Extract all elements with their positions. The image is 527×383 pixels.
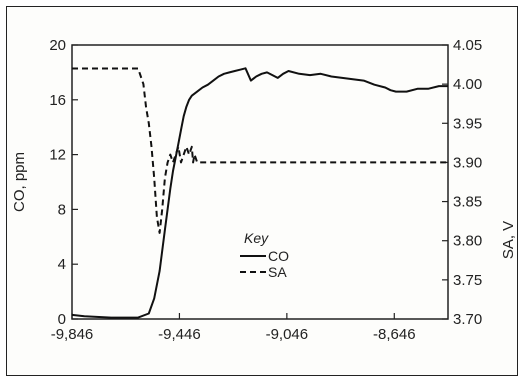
- right-y-axis: 3.70 3.75 3.80 3.85 3.90 3.95 4.00 4.05: [442, 37, 482, 328]
- right-y-tick-label: 3.90: [453, 154, 482, 171]
- right-y-tick-label: 4.05: [453, 37, 482, 54]
- series-line-sa: [72, 67, 448, 234]
- x-tick-label: -9,446: [158, 326, 201, 343]
- left-y-tick-label: 8: [58, 201, 66, 218]
- x-tick-label: -9,046: [266, 326, 309, 343]
- plot-area: [71, 44, 449, 320]
- left-y-tick-label: 20: [49, 37, 66, 54]
- left-y-tick-label: 12: [49, 147, 66, 164]
- right-y-tick-label: 3.80: [453, 233, 482, 250]
- legend-label-sa: SA: [268, 264, 287, 280]
- right-axis-title: SA, V: [500, 221, 517, 259]
- x-axis: -9,846 -9,446 -9,046 -8,646: [51, 313, 416, 343]
- left-y-tick-label: 4: [58, 256, 66, 273]
- left-y-axis: 0 4 8 12 16 20: [49, 37, 78, 328]
- right-y-tick-label: 3.70: [453, 311, 482, 328]
- left-axis-title: CO, ppm: [11, 152, 28, 212]
- left-y-tick-label: 16: [49, 92, 66, 109]
- x-tick-label: -8,646: [373, 326, 416, 343]
- chart-frame: [6, 6, 518, 376]
- legend-label-co: CO: [268, 248, 289, 264]
- right-y-tick-label: 3.75: [453, 272, 482, 289]
- legend-title: Key: [244, 230, 269, 246]
- right-y-tick-label: 4.00: [453, 76, 482, 93]
- x-tick-label: -9,846: [51, 326, 94, 343]
- series-layer: [71, 67, 448, 319]
- left-y-tick-label: 0: [58, 311, 66, 328]
- right-y-tick-label: 3.95: [453, 115, 482, 132]
- right-y-tick-label: 3.85: [453, 194, 482, 211]
- legend: Key CO SA: [240, 230, 289, 280]
- series-line-co: [71, 67, 448, 319]
